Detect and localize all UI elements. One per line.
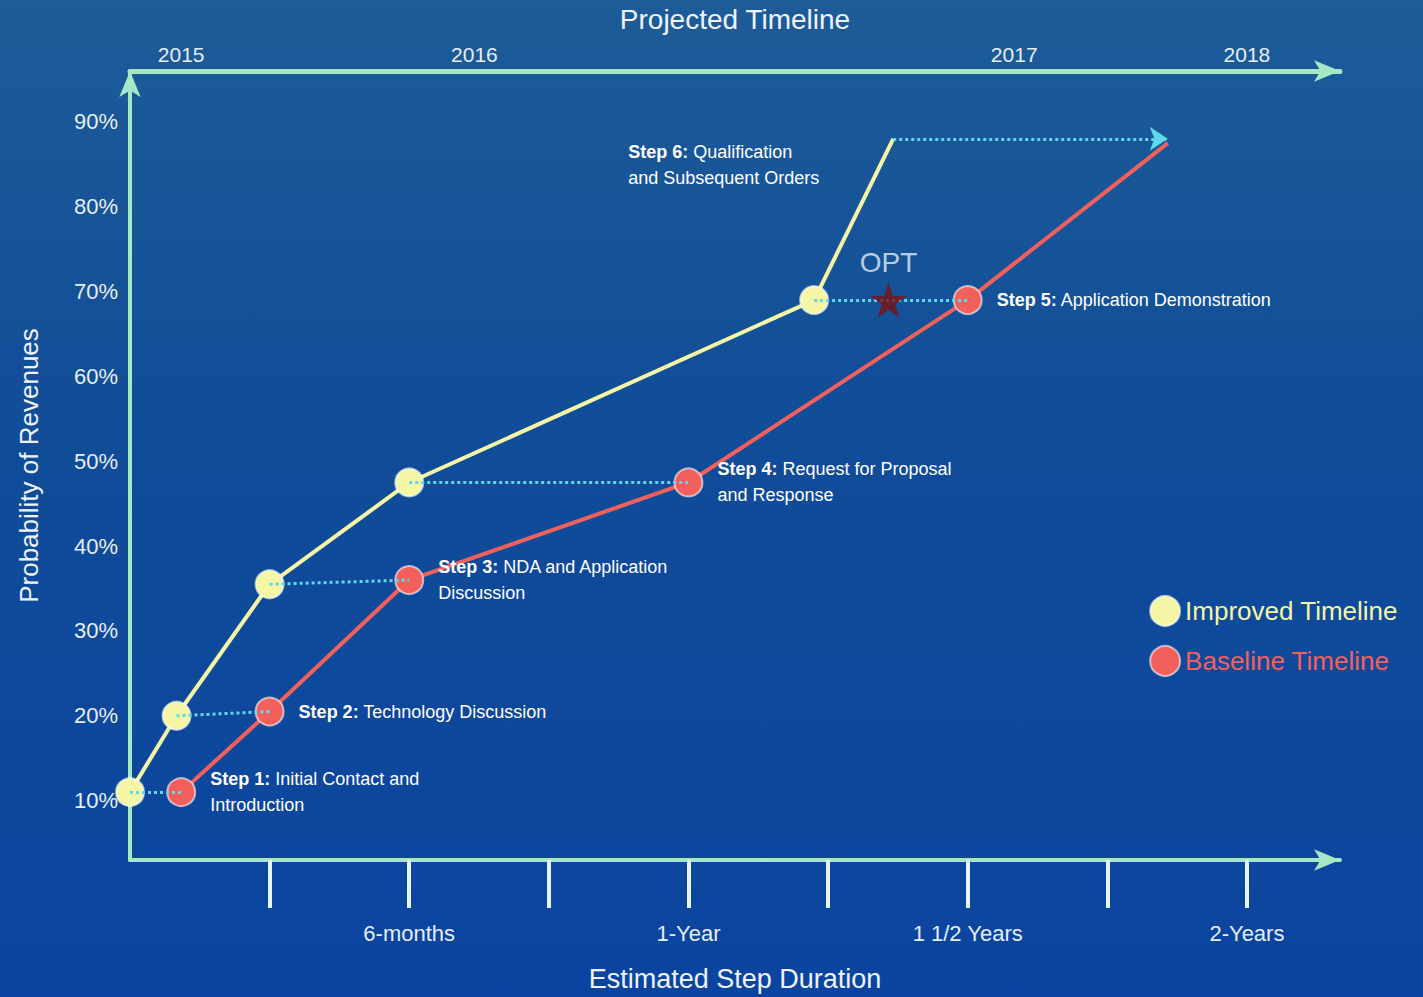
svg-text:Probability of Revenues: Probability of Revenues (14, 328, 44, 603)
svg-text:Initial Contact and: Initial Contact and (270, 769, 419, 789)
svg-text:10%: 10% (74, 788, 118, 813)
svg-text:50%: 50% (74, 449, 118, 474)
svg-text:Projected Timeline: Projected Timeline (620, 4, 850, 35)
svg-text:2-Years: 2-Years (1209, 921, 1284, 946)
svg-text:Step 5:: Step 5: (997, 290, 1057, 310)
svg-text:2015: 2015 (158, 43, 205, 66)
svg-text:2017: 2017 (991, 43, 1038, 66)
svg-text:Step 1:: Step 1: (210, 769, 270, 789)
svg-text:2018: 2018 (1224, 43, 1271, 66)
svg-text:and Subsequent Orders: and Subsequent Orders (628, 168, 819, 188)
svg-text:Discussion: Discussion (438, 583, 525, 603)
svg-text:2016: 2016 (451, 43, 498, 66)
svg-text:70%: 70% (74, 279, 118, 304)
svg-text:1 1/2 Years: 1 1/2 Years (913, 921, 1023, 946)
svg-text:Request for Proposal: Request for Proposal (777, 459, 951, 479)
svg-text:Qualification: Qualification (688, 142, 792, 162)
svg-text:Introduction: Introduction (210, 795, 304, 815)
svg-text:Baseline Timeline: Baseline Timeline (1185, 646, 1389, 676)
svg-text:1-Year: 1-Year (656, 921, 720, 946)
svg-text:Step 4:: Step 4: (717, 459, 777, 479)
svg-text:and Response: and Response (717, 485, 833, 505)
svg-text:40%: 40% (74, 534, 118, 559)
svg-text:Estimated Step Duration: Estimated Step Duration (589, 964, 882, 994)
svg-text:60%: 60% (74, 364, 118, 389)
svg-text:NDA and Application: NDA and Application (498, 557, 667, 577)
svg-text:30%: 30% (74, 618, 118, 643)
svg-text:6-months: 6-months (363, 921, 455, 946)
svg-text:20%: 20% (74, 703, 118, 728)
svg-text:80%: 80% (74, 194, 118, 219)
svg-text:Step 6:: Step 6: (628, 142, 688, 162)
svg-text:Application Demonstration: Application Demonstration (1057, 290, 1271, 310)
svg-text:Step 2:: Step 2: (299, 702, 359, 722)
svg-text:Improved Timeline: Improved Timeline (1185, 596, 1397, 626)
svg-text:OPT: OPT (860, 247, 918, 278)
svg-text:90%: 90% (74, 109, 118, 134)
svg-text:Step 3:: Step 3: (438, 557, 498, 577)
svg-text:Technology Discussion: Technology Discussion (359, 702, 547, 722)
